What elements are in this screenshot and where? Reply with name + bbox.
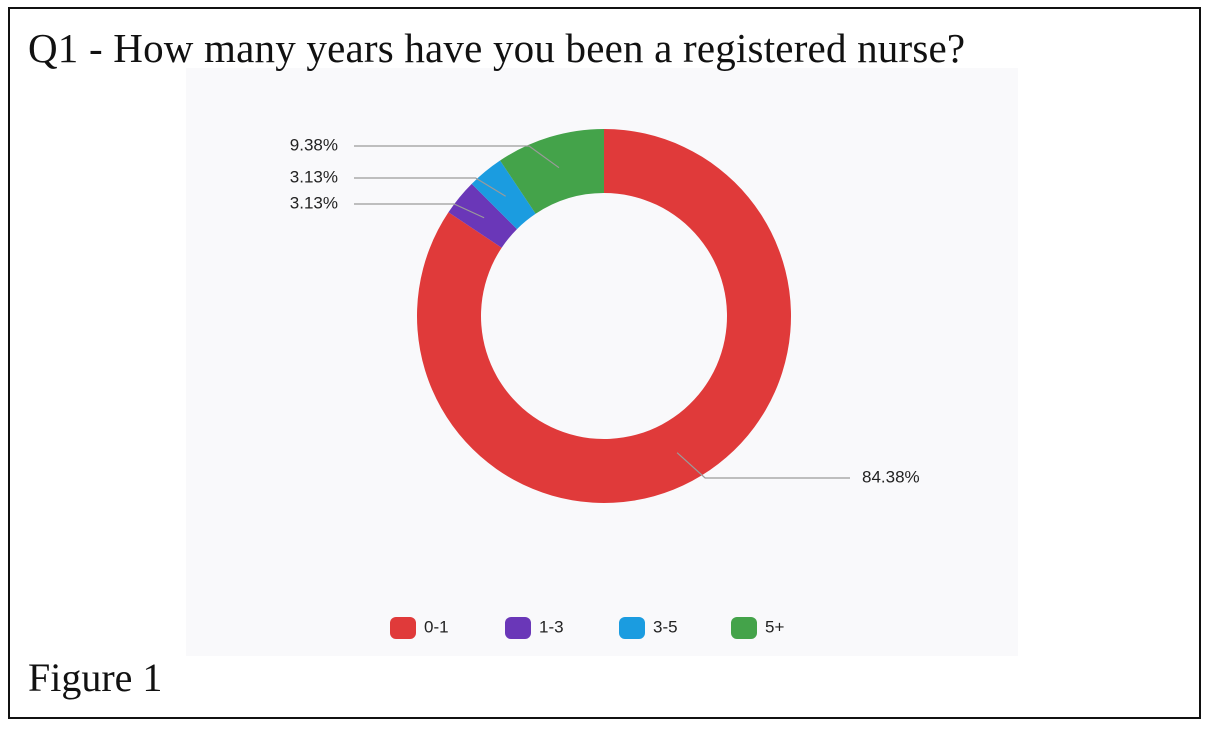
figure-caption: Figure 1 <box>28 655 163 700</box>
leader-line-0-1 <box>676 452 850 479</box>
leader-line-1-3 <box>354 203 485 219</box>
leader-line-5plus <box>354 145 560 169</box>
slice-1-3 <box>448 183 517 248</box>
legend-label-1-3: 1-3 <box>539 617 564 636</box>
slice-5plus <box>500 129 604 214</box>
legend-label-0-1: 0-1 <box>424 617 449 636</box>
data-labels-group: 84.38% 3.13% 3.13% 9.38% <box>290 135 920 486</box>
slices-group <box>417 129 791 503</box>
legend-item-0-1[interactable]: 0-1 <box>390 617 449 639</box>
slice-0-1 <box>417 129 791 503</box>
chart-title: Q1 - How many years have you been a regi… <box>28 25 966 71</box>
data-label-0-1: 84.38% <box>862 467 920 486</box>
legend-swatch-1-3 <box>505 617 531 639</box>
legend-swatch-0-1 <box>390 617 416 639</box>
legend-label-5plus: 5+ <box>765 617 784 636</box>
data-label-1-3: 3.13% <box>290 193 338 212</box>
legend-label-3-5: 3-5 <box>653 617 678 636</box>
legend-swatch-5plus <box>731 617 757 639</box>
legend: 0-1 1-3 3-5 5+ <box>390 617 784 639</box>
data-label-3-5: 3.13% <box>290 167 338 186</box>
leader-line-3-5 <box>354 177 506 197</box>
data-label-5plus: 9.38% <box>290 135 338 154</box>
legend-item-3-5[interactable]: 3-5 <box>619 617 678 639</box>
leader-lines-group <box>354 145 850 479</box>
legend-swatch-3-5 <box>619 617 645 639</box>
legend-item-1-3[interactable]: 1-3 <box>505 617 564 639</box>
legend-item-5plus[interactable]: 5+ <box>731 617 784 639</box>
